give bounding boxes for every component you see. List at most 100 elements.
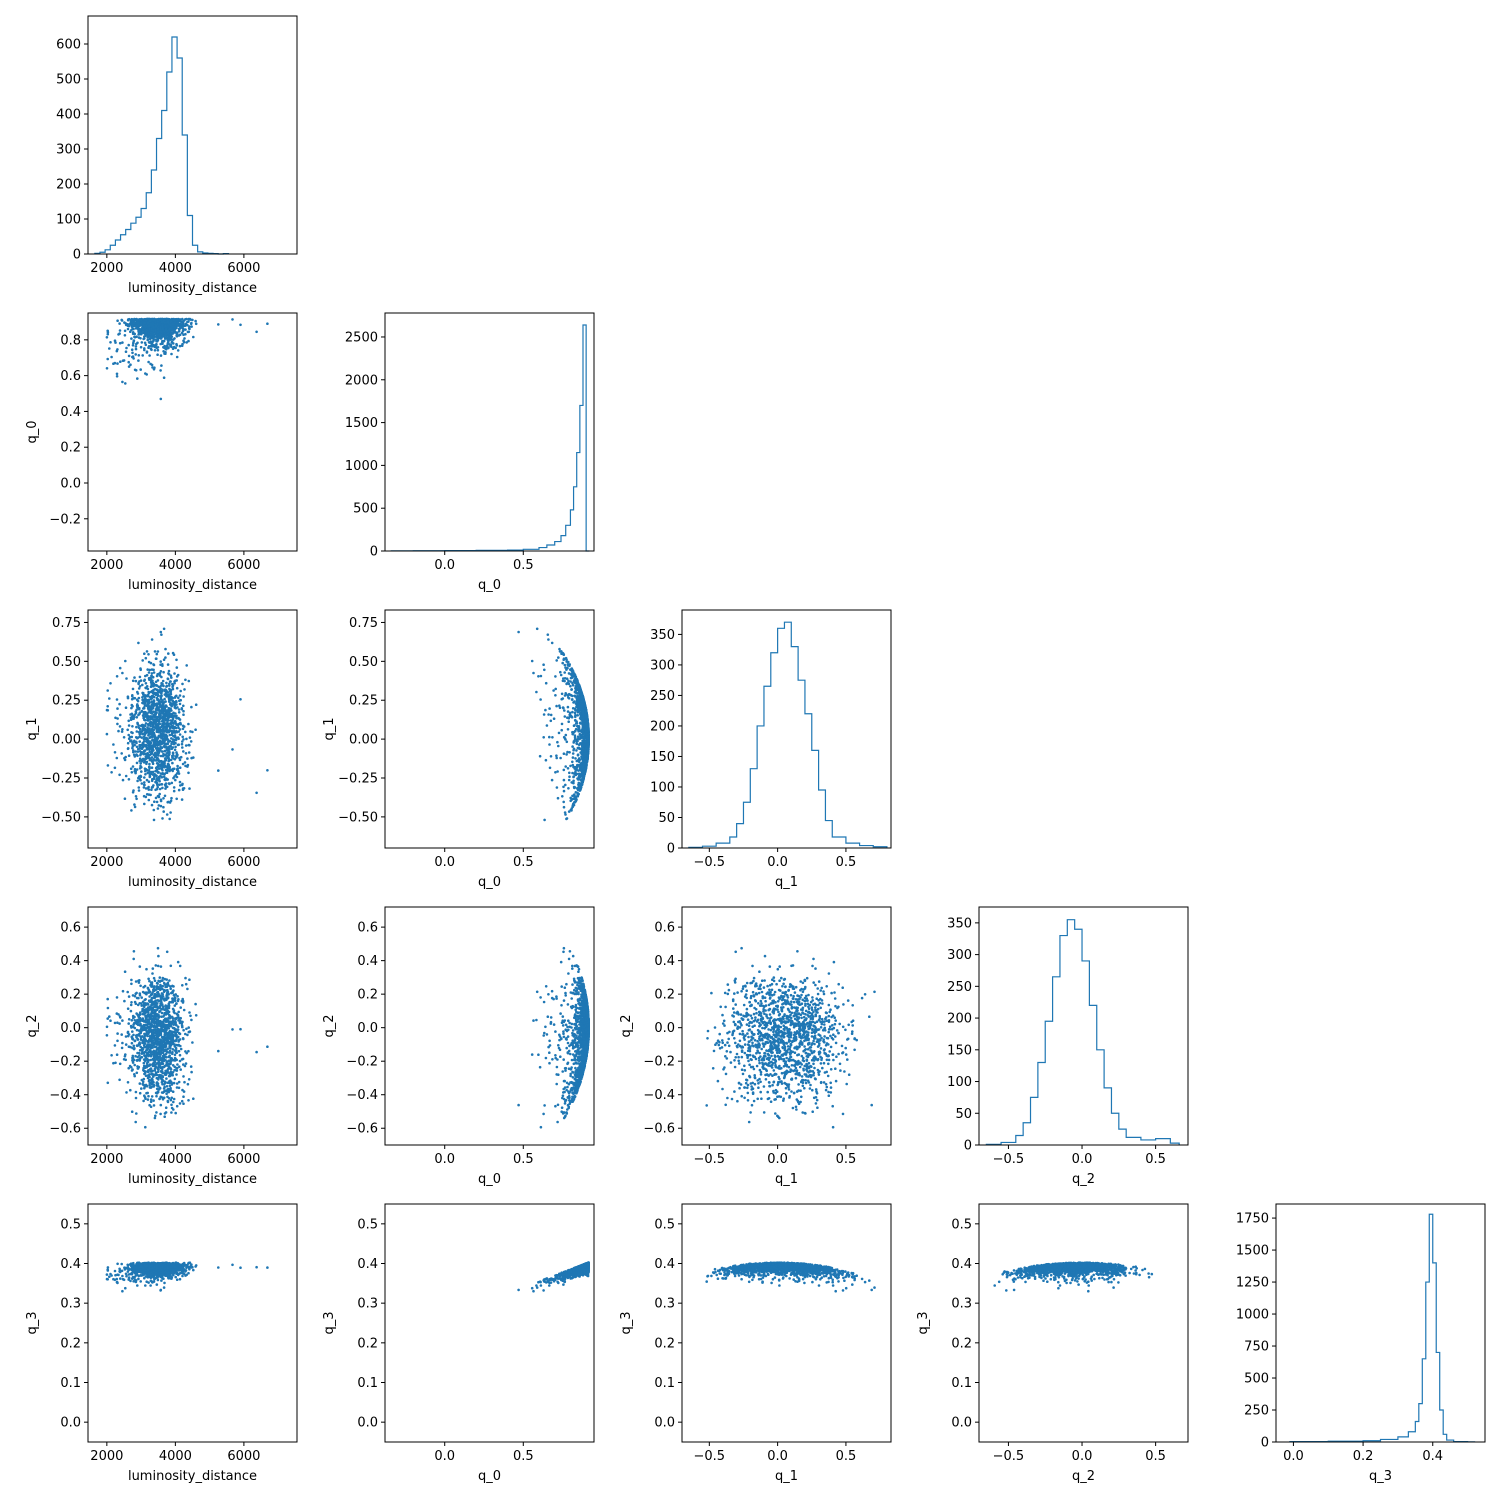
scatter-point <box>138 777 141 781</box>
scatter-point <box>119 360 122 364</box>
scatter-point <box>555 659 558 662</box>
scatter-point <box>144 795 148 799</box>
scatter-point <box>168 680 172 683</box>
scatter-point <box>566 750 569 754</box>
scatter-point <box>194 1014 198 1017</box>
scatter-point <box>145 746 149 750</box>
scatter-point <box>150 751 154 755</box>
scatter-point <box>580 774 583 778</box>
scatter-point <box>569 799 572 803</box>
scatter-point <box>178 344 182 348</box>
scatter-point <box>152 671 156 674</box>
scatter-point <box>576 766 579 769</box>
scatter-point <box>118 702 121 706</box>
scatter-point <box>571 745 574 748</box>
scatter-point <box>149 735 152 739</box>
scatter-point <box>154 703 158 706</box>
scatter-point <box>143 718 146 722</box>
scatter-point <box>142 752 146 756</box>
scatter-point <box>569 676 573 680</box>
scatter-point <box>169 674 173 677</box>
scatter-point <box>144 787 148 790</box>
scatter-point <box>124 382 127 385</box>
scatter-point <box>158 716 161 719</box>
scatter-point <box>160 692 163 695</box>
scatter-point <box>161 341 164 345</box>
scatter-point <box>147 755 150 758</box>
scatter-point <box>127 754 131 757</box>
scatter-point <box>150 638 154 641</box>
y-tick-label: 0.0 <box>60 477 81 492</box>
scatter-point <box>187 330 191 334</box>
scatter-point <box>565 740 569 744</box>
scatter-point <box>178 702 182 706</box>
scatter-point <box>571 804 574 808</box>
scatter-point <box>125 346 128 350</box>
scatter-point <box>125 677 128 680</box>
scatter-point <box>154 773 157 777</box>
scatter-point <box>132 750 135 754</box>
scatter-point <box>140 782 144 785</box>
scatter-point <box>106 764 110 767</box>
x-axis-label: luminosity_distance <box>128 875 257 890</box>
scatter-point <box>570 809 573 812</box>
scatter-point <box>138 740 141 743</box>
scatter-point <box>162 745 166 748</box>
scatter-point <box>138 732 142 736</box>
scatter-point <box>144 674 147 678</box>
scatter-point <box>577 769 580 772</box>
scatter-point <box>159 799 163 803</box>
scatter-point <box>155 674 159 678</box>
y-tick-label: 250 <box>650 689 675 704</box>
scatter-point <box>571 756 575 759</box>
scatter-point <box>135 745 139 749</box>
scatter-point <box>131 765 135 768</box>
scatter-point <box>185 664 188 667</box>
scatter-point <box>165 752 169 755</box>
scatter-point <box>178 728 182 731</box>
y-tick-label: 0 <box>667 842 675 857</box>
scatter-point <box>160 675 163 679</box>
scatter-point <box>141 741 145 745</box>
scatter-point <box>567 672 571 675</box>
x-tick-label: 2000 <box>90 855 123 870</box>
scatter-point <box>176 743 180 747</box>
scatter-point <box>192 1097 195 1100</box>
scatter-luminosity_distance-vs-q_0: 2000 4000 6000−0.20.00.20.40.60.8luminosit… <box>25 312 298 593</box>
scatter-point <box>137 359 140 362</box>
scatter-point <box>177 696 180 699</box>
scatter-point <box>554 675 557 678</box>
scatter-point <box>129 767 133 770</box>
scatter-point <box>159 754 163 758</box>
scatter-point <box>556 770 559 773</box>
scatter-point <box>162 670 165 674</box>
scatter-point <box>170 742 173 746</box>
scatter-point <box>166 663 170 666</box>
scatter-point <box>176 321 180 324</box>
y-tick-label: 0 <box>370 545 378 560</box>
y-tick-label: 500 <box>1244 1372 1269 1387</box>
scatter-point <box>174 755 177 758</box>
scatter-point <box>153 742 156 745</box>
scatter-point <box>174 745 177 749</box>
scatter-point <box>162 658 166 661</box>
scatter-point <box>157 735 161 738</box>
scatter-point <box>127 360 130 364</box>
scatter-point <box>127 778 131 781</box>
scatter-point <box>574 798 578 802</box>
scatter-point <box>568 771 571 775</box>
scatter-point <box>147 724 150 727</box>
scatter-point <box>572 748 575 752</box>
scatter-point <box>152 318 156 322</box>
scatter-point <box>136 779 139 783</box>
scatter-point <box>165 743 168 746</box>
x-tick-label: 0.5 <box>513 558 534 573</box>
scatter-point <box>174 695 177 698</box>
scatter-point <box>154 324 158 328</box>
scatter-point <box>231 318 234 321</box>
scatter-point <box>146 338 149 342</box>
x-tick-label: 6000 <box>227 855 260 870</box>
scatter-point <box>148 354 151 357</box>
scatter-point <box>172 1097 176 1101</box>
